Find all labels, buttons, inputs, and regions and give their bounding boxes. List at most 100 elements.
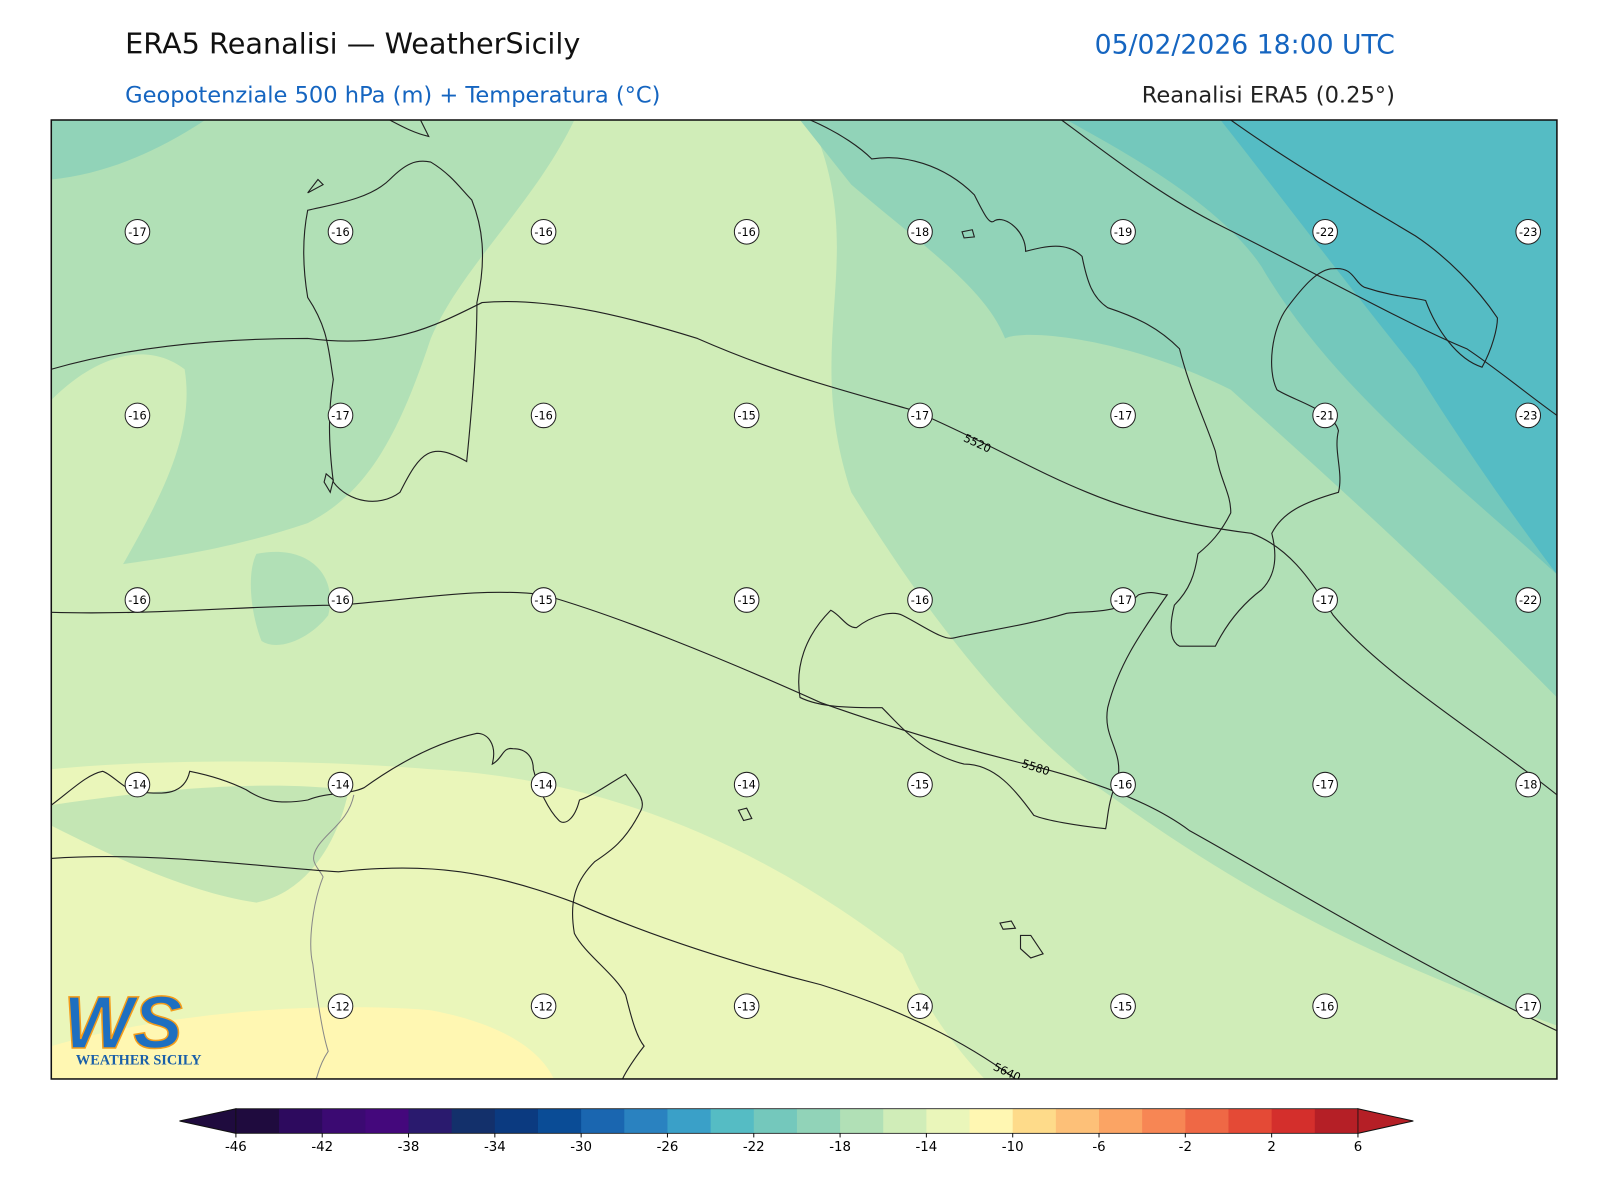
temperature-label: -21 xyxy=(1316,409,1334,422)
colorbar-tick-label: 6 xyxy=(1354,1140,1362,1155)
temperature-label: -22 xyxy=(1316,226,1334,239)
colorbar-tick-label: -14 xyxy=(915,1140,937,1155)
temperature-label: -14 xyxy=(128,779,146,792)
map-area: 5520 5580 5640 -17 -16 -16 -16 -18 -19 -22 -23-… xyxy=(51,119,1557,1079)
colorbar-bin xyxy=(796,1108,841,1134)
colorbar-tick-label: -46 xyxy=(225,1140,247,1155)
temp-field xyxy=(51,119,206,180)
coastline xyxy=(303,160,484,502)
colorbar-tick-label: -42 xyxy=(311,1140,333,1155)
temperature-label: -12 xyxy=(534,1000,552,1013)
label-marker xyxy=(530,218,557,245)
label-marker xyxy=(733,993,760,1019)
label-marker xyxy=(1312,771,1338,798)
title: ERA5 Reanalisi — WeatherSicily xyxy=(125,26,580,60)
temperature-label: -17 xyxy=(1114,409,1132,422)
temperature-label: -17 xyxy=(911,409,929,422)
temperature-label: -16 xyxy=(331,594,349,607)
temp-field xyxy=(51,1007,554,1079)
colorbar-bin xyxy=(408,1108,453,1134)
colorbar-bin xyxy=(624,1108,668,1134)
colorbar-bin xyxy=(235,1108,280,1134)
label-marker xyxy=(1515,587,1542,613)
colorbar-tick-label: -30 xyxy=(570,1140,592,1155)
temperature-label: -16 xyxy=(128,409,146,422)
label-marker xyxy=(530,587,557,613)
coastline xyxy=(798,592,1169,830)
colorbar-tick-label: -22 xyxy=(743,1140,765,1155)
colorbar-bin xyxy=(1314,1108,1359,1134)
coastline xyxy=(737,229,1044,959)
label-marker xyxy=(1110,402,1136,429)
label-marker xyxy=(124,218,151,245)
temp-field xyxy=(51,785,349,903)
label-marker xyxy=(1110,771,1136,798)
temp-field xyxy=(1220,119,1557,575)
temperature-label: -14 xyxy=(331,779,349,792)
temperature-label: -15 xyxy=(1114,1000,1132,1013)
colorbar-frame xyxy=(235,1108,1359,1134)
colorbar-bin xyxy=(537,1108,582,1134)
logo-name: WEATHER SICILY xyxy=(76,1053,202,1069)
temperature-label: -15 xyxy=(737,594,755,607)
temperature-label: -13 xyxy=(737,1000,755,1013)
coastline xyxy=(51,732,645,1079)
colorbar-tick-label: -26 xyxy=(657,1140,679,1155)
label-marker xyxy=(327,993,354,1019)
colorbar-extend xyxy=(179,1108,237,1134)
temperature-label: -16 xyxy=(128,594,146,607)
temperature-label: -22 xyxy=(1519,594,1537,607)
label-marker xyxy=(1312,402,1338,429)
colorbar-bin xyxy=(1185,1108,1229,1134)
colorbar-bin xyxy=(322,1108,366,1134)
coastline xyxy=(307,178,334,494)
temperature-label: -15 xyxy=(737,409,755,422)
temperature-label: -16 xyxy=(331,226,349,239)
colorbar-tick-label: -34 xyxy=(484,1140,506,1155)
label-marker xyxy=(1515,218,1542,245)
colorbar-tick-label: -38 xyxy=(398,1140,420,1155)
colorbar-bin xyxy=(1142,1108,1186,1134)
isohypse xyxy=(51,856,1016,1079)
colorbar-tick-label: -6 xyxy=(1092,1140,1105,1155)
temperature-labels: -17 -16 -16 -16 -18 -19 -22 -23 -16 -17 -16 -15 -17 -… xyxy=(124,218,1542,1019)
label-marker xyxy=(327,402,354,429)
temperature-label: -17 xyxy=(128,226,146,239)
map-frame xyxy=(50,119,1558,1080)
label-marker xyxy=(907,993,933,1019)
temperature-label: -16 xyxy=(737,226,755,239)
colorbar-bin xyxy=(753,1108,798,1134)
colorbar-bin xyxy=(494,1108,539,1134)
colorbar-bin xyxy=(1055,1108,1100,1134)
label-marker xyxy=(733,218,760,245)
coastline xyxy=(389,119,430,138)
colorbar-bin xyxy=(581,1108,625,1134)
temperature-label: -23 xyxy=(1519,226,1537,239)
temperature-label: -19 xyxy=(1114,226,1132,239)
label-marker xyxy=(1110,993,1136,1019)
label-marker xyxy=(530,993,557,1019)
temperature-label: -17 xyxy=(1519,1000,1537,1013)
colorbar-bin xyxy=(1228,1108,1273,1134)
logo-mark: WS xyxy=(64,981,183,1064)
colorbar-bin xyxy=(667,1108,712,1134)
colorbar-extend xyxy=(1357,1108,1414,1134)
colorbar-bin xyxy=(365,1108,410,1134)
temperature-label: -18 xyxy=(911,226,929,239)
colorbar-bin xyxy=(1012,1108,1057,1134)
temperature-label: -12 xyxy=(331,1000,349,1013)
temperature-label: -14 xyxy=(737,779,755,792)
colorbar: -46 -42 -38 -34 -30 -26 -22 -18 -14 -10 -6 -2 2 6 xyxy=(179,1108,1414,1155)
label-marker xyxy=(907,402,933,429)
isohypse xyxy=(1061,119,1557,416)
label-marker xyxy=(1515,771,1542,798)
label-marker xyxy=(1312,218,1338,245)
temperature-label: -17 xyxy=(1316,779,1334,792)
temperature-label: -14 xyxy=(534,779,552,792)
colorbar-tick-label: -10 xyxy=(1002,1140,1024,1155)
subtitle: Geopotenziale 500 hPa (m) + Temperatura … xyxy=(125,83,660,109)
colorbar-tick-label: -18 xyxy=(829,1140,851,1155)
temperature-label: -17 xyxy=(1316,594,1334,607)
